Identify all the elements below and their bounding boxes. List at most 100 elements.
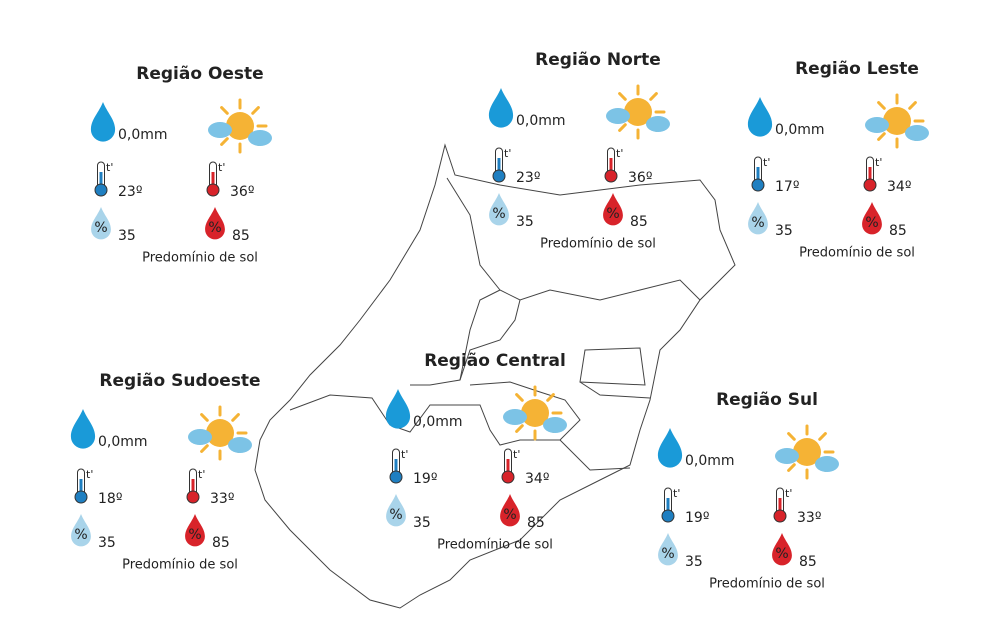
region-border xyxy=(410,299,521,386)
sun-ray xyxy=(220,137,229,146)
thermometer-fill xyxy=(497,158,501,172)
region-description: Predomínio de sol xyxy=(142,251,258,266)
humidity-label: % xyxy=(606,206,619,222)
humidity-drop xyxy=(386,494,406,527)
cloud xyxy=(775,448,799,464)
humidity-label: % xyxy=(188,527,201,543)
thermometer-bulb xyxy=(206,183,220,197)
thermometer-fill xyxy=(778,498,782,512)
sun-ray xyxy=(515,424,524,433)
thermometer-bulb xyxy=(604,169,618,183)
rain-drop xyxy=(657,428,683,468)
sun-ray xyxy=(546,393,555,402)
regions: Região Oeste 0,0mm t' 23º t' 36º% 35% 85 Predomí… xyxy=(70,50,929,592)
thermometer-label: t' xyxy=(763,156,770,169)
humidity-drop xyxy=(658,533,678,566)
humidity-drop xyxy=(862,202,882,235)
humidity-max: 85 xyxy=(212,535,230,551)
thermometer-bulb xyxy=(389,470,403,484)
state-outline xyxy=(254,143,736,609)
sun-ray xyxy=(618,123,627,132)
temp-min: 23º xyxy=(516,170,540,186)
sun xyxy=(793,438,821,466)
thermometer-label: t' xyxy=(785,487,792,500)
temp-max: 36º xyxy=(628,170,652,186)
thermometer-fill xyxy=(211,172,215,186)
region-border xyxy=(579,381,651,399)
sun-ray xyxy=(618,92,627,101)
region-description: Predomínio de sol xyxy=(540,237,656,252)
region: Região Leste 0,0mm t' 17º t' 34º% 35% 85 Predomí… xyxy=(747,59,929,261)
temp-min: 17º xyxy=(775,179,799,195)
thermometer-bulb xyxy=(661,509,675,523)
cloud xyxy=(815,456,839,472)
cloud xyxy=(503,409,527,425)
humidity-max: 85 xyxy=(889,223,907,239)
rain-drop xyxy=(488,88,514,128)
sun-ray xyxy=(251,106,260,115)
sun-ray xyxy=(787,432,796,441)
cloud xyxy=(606,108,630,124)
humidity-label: % xyxy=(94,220,107,236)
rain-drop xyxy=(385,389,411,429)
rain-drop xyxy=(90,102,116,142)
thermometer-label: t' xyxy=(513,448,520,461)
humidity-min: 35 xyxy=(413,515,431,531)
sun-ray xyxy=(818,432,827,441)
humidity-label: % xyxy=(661,546,674,562)
region: Região Oeste 0,0mm t' 23º t' 36º% 35% 85 Predomí… xyxy=(90,64,272,266)
thermometer-label: t' xyxy=(198,468,205,481)
thermometer-fill xyxy=(79,479,83,493)
region: Região Norte 0,0mm t' 23º t' 36º% 35% 85 Predomí… xyxy=(488,50,670,252)
sun xyxy=(624,98,652,126)
region-title: Região Leste xyxy=(795,59,919,79)
region-title: Região Oeste xyxy=(136,64,263,84)
humidity-label: % xyxy=(775,546,788,562)
region: Região Central 0,0mm t' 19º t' 34º% 35% 85 Predo… xyxy=(385,351,567,553)
region: Região Sudoeste 0,0mm t' 18º t' 33º% 35% 85 Pred… xyxy=(70,371,261,573)
sun xyxy=(206,419,234,447)
humidity-drop xyxy=(772,533,792,566)
cloud xyxy=(208,122,232,138)
humidity-drop xyxy=(71,514,91,547)
humidity-label: % xyxy=(503,507,516,523)
thermometer-fill xyxy=(756,167,760,181)
region-border xyxy=(579,347,646,386)
rain-value: 0,0mm xyxy=(118,127,168,143)
region-description: Predomínio de sol xyxy=(437,538,553,553)
cloud xyxy=(248,130,272,146)
cloud xyxy=(905,125,929,141)
thermometer-bulb xyxy=(94,183,108,197)
thermometer-fill xyxy=(609,158,613,172)
region-border xyxy=(459,289,501,381)
sun-ray xyxy=(200,413,209,422)
thermometer-fill xyxy=(506,459,510,473)
thermometer-fill xyxy=(191,479,195,493)
temp-max: 34º xyxy=(887,179,911,195)
thermometer-fill xyxy=(99,172,103,186)
thermometer-label: t' xyxy=(673,487,680,500)
region-title: Região Sul xyxy=(716,390,818,410)
humidity-drop xyxy=(91,207,111,240)
humidity-min: 35 xyxy=(98,535,116,551)
region-title: Região Central xyxy=(424,351,566,371)
sun-ray xyxy=(649,92,658,101)
temp-max: 33º xyxy=(210,491,234,507)
sun-ray xyxy=(877,101,886,110)
sun-ray xyxy=(908,101,917,110)
humidity-max: 85 xyxy=(799,554,817,570)
thermometer-label: t' xyxy=(875,156,882,169)
rain-drop xyxy=(70,409,96,449)
rain-value: 0,0mm xyxy=(685,453,735,469)
humidity-min: 35 xyxy=(775,223,793,239)
cloud xyxy=(188,429,212,445)
humidity-drop xyxy=(748,202,768,235)
humidity-max: 85 xyxy=(630,214,648,230)
thermometer-fill xyxy=(666,498,670,512)
humidity-min: 35 xyxy=(685,554,703,570)
thermometer-bulb xyxy=(492,169,506,183)
thermometer-fill xyxy=(394,459,398,473)
cloud xyxy=(228,437,252,453)
thermometer-label: t' xyxy=(504,147,511,160)
rain-value: 0,0mm xyxy=(775,122,825,138)
